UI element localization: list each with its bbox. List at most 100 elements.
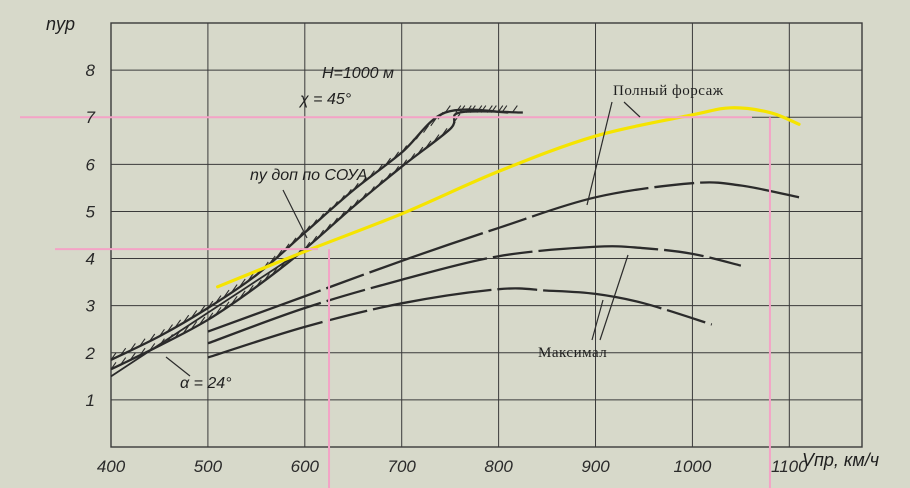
limit-hatch-mark [191, 321, 198, 329]
limit-hatch-mark [231, 295, 238, 304]
x-tick-label: 1000 [674, 457, 712, 476]
limit-hatch-mark [423, 125, 429, 133]
limit-hatch-mark [239, 278, 246, 287]
limit-leader [282, 189, 308, 239]
limit-hatch-mark [459, 105, 466, 113]
limit-hatch-mark [318, 229, 325, 238]
limit-hatch-mark [191, 310, 198, 318]
limit-hatch-mark [368, 186, 375, 194]
y-tick-label: 1 [86, 391, 95, 410]
limit-hatch-mark [139, 338, 146, 347]
limit-hatch-mark [175, 319, 182, 328]
x-tick-label: 700 [388, 457, 417, 476]
limit-hatch-mark [129, 352, 136, 361]
reference-lines [20, 116, 771, 488]
limit-hatch-mark [368, 170, 375, 179]
y-axis-label: nур [46, 14, 75, 34]
y-tick-label: 3 [86, 297, 96, 316]
limit-hatch-mark [167, 324, 173, 332]
y-tick-label: 6 [86, 155, 96, 174]
series-curve-5 [207, 245, 742, 345]
limit-hatch-mark [409, 153, 416, 161]
limit-hatch-mark [120, 357, 127, 365]
limit-hatch-mark [385, 157, 392, 166]
limit-hatch-mark [223, 289, 230, 298]
limit-hatch-mark [215, 295, 222, 303]
limit-hatch-mark [430, 118, 437, 127]
limit-hatch-mark [223, 301, 230, 310]
limit-hatch-mark [255, 279, 262, 288]
x-tick-label: 400 [97, 457, 126, 476]
limit-hatch-mark [129, 343, 136, 351]
limit-hatch-mark [297, 231, 304, 240]
limit-hatch-mark [215, 306, 222, 315]
limit-hatch-mark [408, 138, 415, 147]
limit-hatch-mark [345, 188, 352, 197]
limit-hatch-mark [231, 284, 238, 292]
limit-hatch-mark [501, 105, 508, 113]
limit-hatch-mark [199, 316, 206, 325]
limit-hatch-mark [377, 179, 383, 188]
limit-hatch-mark [385, 172, 392, 181]
limit-hatch-mark [207, 312, 214, 321]
afterburner-annotation: Полный форсаж [613, 83, 724, 99]
y-tick-label: 7 [86, 108, 96, 127]
limit-hatch-mark [311, 219, 318, 227]
limit-hatch-mark [239, 290, 246, 299]
alpha-annotation: α = 24° [180, 375, 232, 392]
tick-labels: 400 500 600 700 800 900 1000 1100 1 2 3 4 5 6 7 8 [85, 61, 809, 476]
limit-hatch-mark [433, 134, 440, 142]
limit-hatch-mark [469, 105, 476, 113]
x-tick-label: 500 [194, 457, 223, 476]
limit-hatch-mark [393, 166, 400, 174]
x-tick-label: 800 [484, 457, 513, 476]
limit-hatch-mark [120, 347, 127, 356]
series-curve-2 [110, 110, 523, 371]
limit-hatch-mark [263, 273, 270, 281]
limit-hatch-mark [360, 176, 367, 185]
limit-hatch-mark [149, 343, 156, 351]
series-curve-3 [110, 248, 306, 378]
limit-hatch-mark [325, 207, 332, 215]
max-thrust-leader-2 [599, 254, 629, 341]
limit-hatch-mark [393, 151, 400, 160]
limit-hatch-mark [183, 314, 190, 323]
series-curve-6 [207, 287, 713, 359]
limit-hatch-mark [110, 352, 117, 361]
limit-hatch-mark [110, 361, 117, 370]
x-tick-label: 600 [291, 457, 320, 476]
limit-hatch-mark [377, 164, 383, 172]
max-thrust-annotation: Максимал [538, 345, 607, 361]
limit-hatch-mark [325, 223, 332, 232]
limit-hatch-mark [159, 328, 165, 337]
limit-hatch-mark [449, 121, 456, 130]
afterburner-leader [586, 101, 613, 206]
limit-hatch-mark [139, 347, 146, 356]
limit-hatch-mark [345, 205, 352, 214]
limit-hatch-mark [417, 146, 424, 155]
limit-hatch-mark [290, 237, 297, 246]
limit-hatch-mark [511, 105, 518, 113]
y-tick-label: 8 [86, 61, 96, 80]
limit-hatch-mark [269, 255, 276, 264]
limit-hatch-mark [401, 159, 408, 168]
afterburner-highlight-curve [215, 106, 801, 289]
sweep-annotation: χ = 45° [298, 91, 352, 108]
y-tick-label: 2 [85, 344, 96, 363]
limit-hatch-mark [444, 105, 451, 113]
series-curve-4 [207, 181, 800, 333]
limit-hatch-mark [247, 273, 254, 281]
limit-hatch-mark [338, 211, 345, 220]
y-tick-label: 5 [86, 202, 96, 221]
limit-hatch-mark [304, 225, 311, 233]
afterburner-leader-2 [623, 101, 641, 118]
max-thrust-leader [591, 299, 604, 341]
x-tick-label: 900 [581, 457, 610, 476]
limit-hatch-mark [247, 284, 254, 293]
limit-hatch-mark [332, 201, 338, 209]
limit-hatch-mark [207, 300, 214, 309]
x-axis-label: Vпр, км/ч [802, 450, 879, 470]
